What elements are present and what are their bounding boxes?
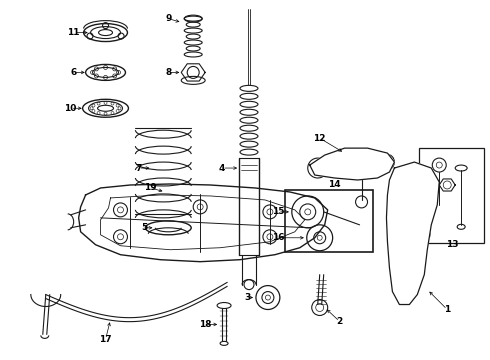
Text: 1: 1	[444, 305, 450, 314]
Text: 14: 14	[328, 180, 341, 189]
Text: 18: 18	[199, 320, 211, 329]
Text: 19: 19	[144, 184, 157, 193]
Text: 8: 8	[165, 68, 172, 77]
Text: 4: 4	[219, 163, 225, 172]
Text: 9: 9	[165, 14, 172, 23]
Text: 13: 13	[446, 240, 459, 249]
Text: 6: 6	[71, 68, 77, 77]
Text: 11: 11	[68, 28, 80, 37]
Bar	[285, 190, 372, 252]
Text: 7: 7	[135, 163, 142, 172]
Polygon shape	[387, 162, 439, 305]
Text: 2: 2	[337, 317, 343, 326]
Text: 3: 3	[245, 293, 251, 302]
Text: 5: 5	[141, 223, 147, 232]
Bar	[419, 148, 484, 243]
Polygon shape	[310, 148, 394, 180]
Text: 12: 12	[314, 134, 326, 143]
Text: 17: 17	[99, 335, 112, 344]
Text: 15: 15	[271, 207, 284, 216]
Text: 16: 16	[271, 233, 284, 242]
Text: 10: 10	[65, 104, 77, 113]
